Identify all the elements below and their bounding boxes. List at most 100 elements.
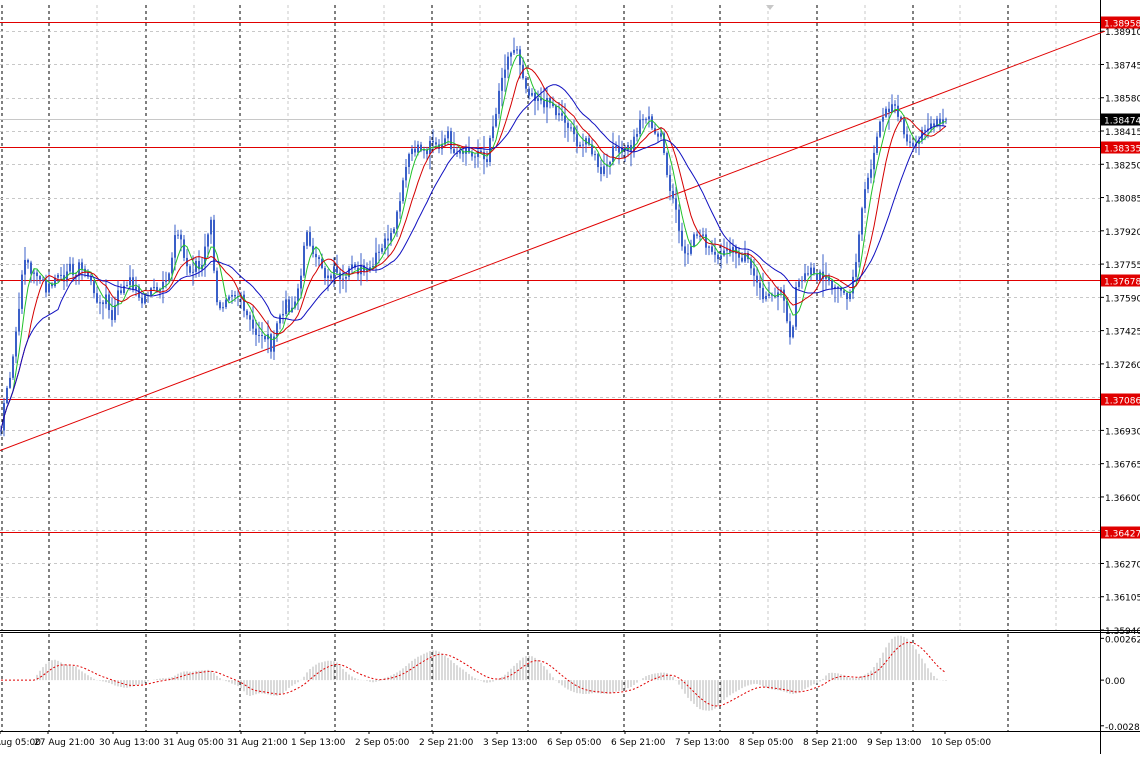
candle-body xyxy=(411,148,413,155)
candle xyxy=(357,261,359,282)
candle-body xyxy=(261,335,263,337)
candle-body xyxy=(870,169,872,178)
price-tick-label: 1.36105 xyxy=(1105,594,1140,604)
candle-body xyxy=(828,276,830,281)
candle-body xyxy=(672,190,674,199)
candle-body xyxy=(732,246,734,253)
candle xyxy=(492,115,494,142)
time-label: 8 Sep 21:00 xyxy=(803,738,858,748)
candle-body xyxy=(597,154,599,168)
candle-body xyxy=(756,275,758,283)
candle-body xyxy=(681,230,683,247)
candle xyxy=(258,321,260,343)
candle-body xyxy=(555,105,557,116)
candle-body xyxy=(438,144,440,149)
level-label: 1.38958 xyxy=(1104,20,1140,30)
candle-body xyxy=(741,257,743,262)
candle xyxy=(516,46,518,55)
candle xyxy=(786,297,788,324)
candle xyxy=(726,241,728,264)
candle-body xyxy=(567,122,569,128)
candle xyxy=(333,257,335,287)
candle-body xyxy=(381,248,383,252)
candle-body xyxy=(198,260,200,270)
candle-body xyxy=(534,93,536,101)
candle-body xyxy=(168,273,170,281)
candle-body xyxy=(912,142,914,147)
candle xyxy=(348,265,350,281)
candle-body xyxy=(630,145,632,152)
candle-body xyxy=(348,268,350,277)
level-label: 1.36427 xyxy=(1104,530,1140,540)
candle-body xyxy=(114,305,116,320)
candle xyxy=(576,125,578,154)
candle-body xyxy=(786,300,788,322)
candle-body xyxy=(825,276,827,279)
candle-body xyxy=(372,265,374,268)
candle-body xyxy=(408,154,410,167)
candle xyxy=(810,262,812,281)
candle-body xyxy=(366,269,368,272)
candle xyxy=(21,270,23,314)
candle xyxy=(123,280,125,296)
candle xyxy=(603,153,605,177)
candle xyxy=(381,243,383,255)
candle-body xyxy=(699,235,701,237)
time-label: 10 Sep 05:00 xyxy=(931,738,991,748)
candle xyxy=(876,132,878,156)
candle-body xyxy=(219,302,221,309)
price-tick-label: 1.36930 xyxy=(1105,427,1140,437)
candle xyxy=(144,294,146,305)
candle xyxy=(351,255,353,275)
candle xyxy=(330,273,332,283)
candle-body xyxy=(879,121,881,137)
candle-body xyxy=(36,272,38,277)
candle-body xyxy=(930,123,932,129)
candle-body xyxy=(192,271,194,273)
candle-body xyxy=(258,334,260,336)
candle xyxy=(15,326,17,364)
candle-body xyxy=(0,430,2,432)
candle-body xyxy=(669,174,671,191)
candle-body xyxy=(558,113,560,116)
candle xyxy=(801,276,803,289)
price-tick-label: 1.36765 xyxy=(1105,461,1140,471)
candle xyxy=(738,246,740,266)
candle-body xyxy=(906,134,908,142)
candle-body xyxy=(327,275,329,279)
candle-body xyxy=(849,293,851,300)
level-label-bg xyxy=(1101,393,1140,406)
candle xyxy=(534,89,536,116)
candle-body xyxy=(666,152,668,175)
candle-body xyxy=(648,116,650,120)
candle xyxy=(900,115,902,123)
candle xyxy=(906,126,908,146)
candle-body xyxy=(96,293,98,303)
level-label: 1.37086 xyxy=(1104,397,1140,407)
candle xyxy=(663,131,665,156)
candle-body xyxy=(120,290,122,294)
candle-body xyxy=(573,127,575,135)
candle-body xyxy=(705,234,707,248)
candle-body xyxy=(45,279,47,293)
candle xyxy=(303,242,305,278)
candle-body xyxy=(633,136,635,152)
price-tick-label: 1.37590 xyxy=(1105,294,1140,304)
candle-body xyxy=(627,145,629,150)
candle xyxy=(498,83,500,119)
candle-body xyxy=(525,78,527,89)
candle xyxy=(486,150,488,168)
candle xyxy=(600,159,602,182)
candle xyxy=(42,276,44,281)
candle-body xyxy=(141,297,143,304)
ma-slow-line xyxy=(0,84,947,431)
time-label: 1 Sep 13:00 xyxy=(291,738,346,748)
candle-body xyxy=(117,290,119,306)
candle-body xyxy=(447,131,449,139)
candle xyxy=(213,214,215,274)
candle xyxy=(99,294,101,315)
candle-body xyxy=(276,323,278,337)
